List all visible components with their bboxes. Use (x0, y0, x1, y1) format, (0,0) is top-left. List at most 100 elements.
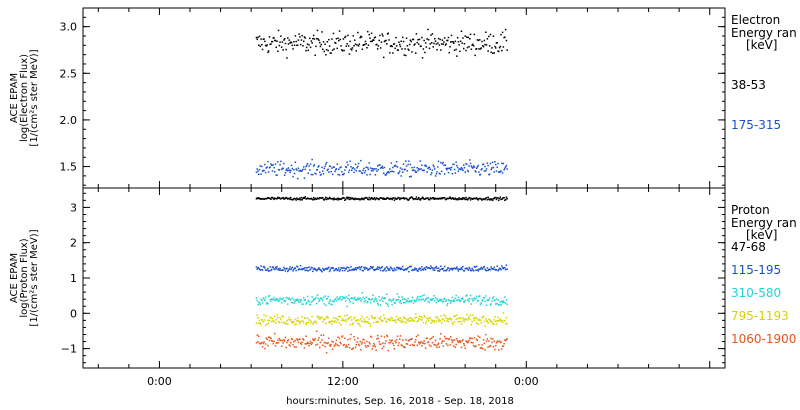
data-point (502, 162, 505, 165)
data-point (434, 198, 437, 200)
data-point (440, 49, 442, 51)
data-point (431, 197, 434, 199)
data-point (383, 172, 385, 174)
data-point (450, 336, 452, 338)
data-point (502, 345, 505, 348)
data-point (437, 198, 440, 200)
data-point (384, 317, 386, 319)
data-point (456, 338, 458, 340)
data-point (437, 166, 439, 168)
data-point (458, 44, 460, 46)
data-point (422, 321, 425, 324)
data-point (358, 266, 361, 268)
data-point (361, 341, 364, 344)
data-point (384, 297, 386, 300)
data-point (418, 341, 420, 344)
data-point (341, 49, 343, 51)
data-point (488, 45, 491, 47)
data-point (308, 319, 310, 321)
data-point (463, 319, 465, 321)
data-point (447, 39, 449, 42)
data-point (389, 320, 391, 322)
data-point (456, 340, 459, 342)
data-point (504, 166, 507, 168)
data-point (319, 45, 322, 48)
data-point (356, 298, 358, 301)
data-point (496, 340, 498, 343)
data-point (477, 199, 479, 201)
data-point (363, 266, 365, 269)
data-point (473, 297, 476, 299)
data-point (301, 268, 303, 271)
data-point (296, 44, 299, 46)
data-point (315, 45, 317, 48)
data-point (428, 344, 431, 346)
data-point (338, 345, 340, 347)
data-point (436, 267, 438, 270)
data-point (302, 338, 304, 340)
data-point (283, 299, 286, 302)
data-point (458, 298, 460, 301)
data-point (277, 161, 279, 163)
data-point (338, 297, 341, 300)
data-point (413, 344, 415, 347)
data-point (485, 320, 488, 322)
data-point (298, 338, 300, 341)
data-point (314, 197, 316, 200)
data-point (494, 268, 496, 271)
data-point (504, 302, 507, 304)
data-point (418, 318, 420, 320)
data-point (328, 171, 330, 173)
data-point (275, 298, 277, 300)
data-point (408, 160, 410, 162)
proton-series-310-580 (255, 292, 508, 308)
data-point (455, 161, 457, 163)
data-point (504, 267, 506, 269)
data-point (463, 167, 466, 169)
data-point (290, 169, 292, 172)
data-point (504, 320, 506, 322)
data-point (440, 322, 443, 324)
data-point (415, 299, 418, 301)
data-point (451, 173, 454, 175)
data-point (345, 268, 348, 270)
data-point (322, 41, 325, 43)
data-point (459, 198, 462, 200)
data-point (289, 198, 291, 201)
data-point (417, 38, 419, 41)
data-point (288, 268, 290, 270)
data-point (342, 297, 345, 299)
data-point (332, 267, 335, 270)
data-point (342, 196, 345, 199)
data-point (303, 36, 306, 38)
data-point (366, 47, 368, 49)
data-point (334, 269, 336, 271)
data-point (366, 301, 368, 304)
data-point (485, 304, 488, 306)
data-point (333, 269, 335, 272)
data-point (407, 297, 409, 300)
data-point (452, 197, 454, 199)
data-point (324, 165, 326, 168)
data-point (448, 269, 450, 272)
data-point (292, 270, 294, 272)
data-point (376, 197, 378, 199)
data-point (499, 318, 502, 320)
data-point (380, 267, 383, 269)
data-point (321, 31, 323, 33)
data-point (442, 318, 444, 320)
data-point (266, 44, 268, 46)
data-point (287, 170, 289, 172)
data-point (481, 300, 483, 302)
data-point (288, 316, 290, 319)
data-point (377, 268, 380, 271)
data-point (495, 198, 498, 201)
data-point (291, 266, 293, 269)
data-point (370, 266, 373, 268)
data-point (301, 303, 303, 305)
data-point (399, 301, 401, 304)
data-point (294, 35, 297, 37)
data-point (435, 265, 438, 268)
proton-legend-entry: 115-195 (731, 263, 781, 277)
data-point (415, 300, 417, 303)
